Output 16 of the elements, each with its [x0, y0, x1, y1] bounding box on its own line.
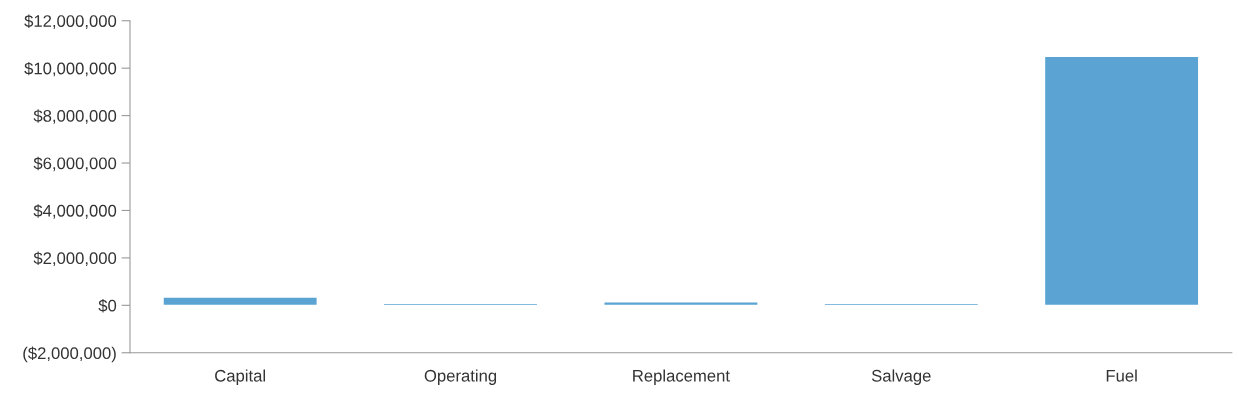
y-tick-label: $12,000,000	[24, 14, 117, 29]
bar	[1043, 55, 1200, 307]
y-tick-label: $4,000,000	[33, 204, 117, 219]
x-tick-label: Replacement	[633, 369, 730, 385]
x-tick-label: Operating	[424, 369, 497, 385]
y-tick-label: $10,000,000	[24, 61, 117, 77]
bar	[603, 301, 759, 307]
y-tick-label: $6,000,000	[33, 156, 117, 172]
x-tick-label: Capital	[215, 369, 265, 385]
y-tick-label: $8,000,000	[33, 109, 117, 124]
x-tick-label: Fuel	[1106, 369, 1137, 382]
y-tick-label: $0	[98, 299, 117, 313]
y-tick-label: ($2,000,000)	[23, 346, 116, 363]
y-tick-label: $2,000,000	[33, 251, 117, 267]
x-tick-label: Salvage	[871, 369, 931, 385]
bar	[162, 296, 318, 307]
